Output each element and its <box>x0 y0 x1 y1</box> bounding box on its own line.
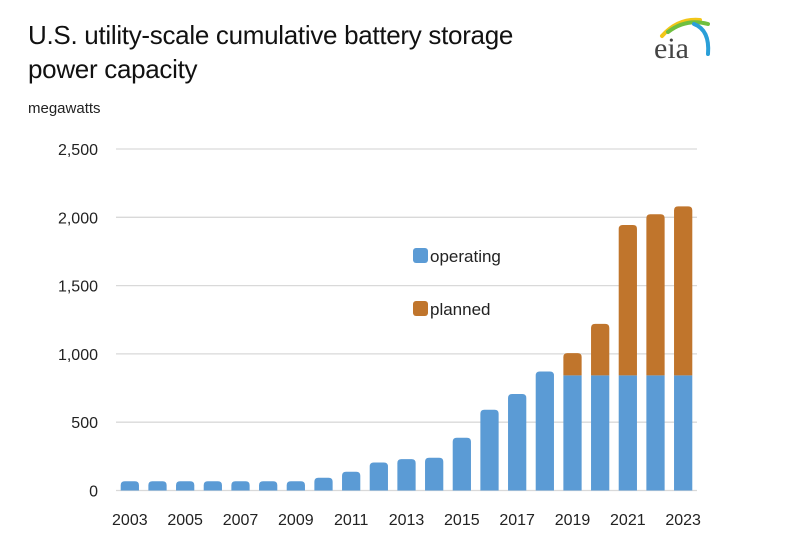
legend-label-operating: operating <box>430 247 501 266</box>
legend-swatch-operating <box>413 248 428 263</box>
bar-planned-2019 <box>563 353 582 376</box>
bar-operating-2010 <box>314 477 333 491</box>
bar-operating-2005 <box>176 481 195 491</box>
x-tick-label: 2021 <box>610 512 646 529</box>
bar-operating-2016 <box>480 409 499 491</box>
y-tick-label: 0 <box>89 484 98 501</box>
bar-planned-2022 <box>646 214 665 376</box>
x-tick-label: 2003 <box>112 512 148 529</box>
chart-title-line-1: U.S. utility-scale cumulative battery st… <box>28 20 514 50</box>
bar-operating-2015 <box>452 437 471 491</box>
x-tick-label: 2011 <box>334 512 369 529</box>
gridlines <box>116 148 697 492</box>
legend-label-planned: planned <box>430 300 491 319</box>
bar-operating-2011 <box>342 471 361 491</box>
chart-title: U.S. utility-scale cumulative battery st… <box>28 18 513 86</box>
bar-operating-2022 <box>646 375 665 491</box>
bar-operating-2018 <box>535 371 554 491</box>
legend: operating planned <box>413 247 501 319</box>
bar-planned-2020 <box>591 323 610 376</box>
x-tick-label: 2007 <box>223 512 259 529</box>
x-tick-label: 2019 <box>555 512 591 529</box>
x-tick-label: 2009 <box>278 512 314 529</box>
y-tick-label: 1,500 <box>58 279 98 296</box>
bar-operating-2017 <box>508 394 527 491</box>
bar-operating-2004 <box>148 481 167 491</box>
y-tick-label: 2,000 <box>58 210 98 227</box>
bars <box>120 206 693 491</box>
x-tick-label: 2017 <box>499 512 535 529</box>
bar-planned-2021 <box>618 224 637 376</box>
x-axis-ticks: 2003 2005 2007 2009 2011 2013 2015 2017 2019 2021… <box>112 512 701 529</box>
x-tick-label: 2005 <box>167 512 203 529</box>
bar-operating-2006 <box>203 481 222 491</box>
bar-operating-2020 <box>591 375 610 491</box>
bar-operating-2012 <box>369 462 388 491</box>
bar-operating-2023 <box>674 375 693 491</box>
bar-operating-2014 <box>425 457 444 491</box>
bar-planned-2023 <box>674 206 693 376</box>
y-axis-units-label: megawatts <box>28 100 101 117</box>
y-axis-ticks: 0 500 1,000 1,500 2,000 2,500 <box>58 142 98 501</box>
x-tick-label: 2015 <box>444 512 480 529</box>
y-tick-label: 1,000 <box>58 347 98 364</box>
bar-operating-2021 <box>618 375 637 491</box>
x-tick-label: 2023 <box>665 512 701 529</box>
y-tick-label: 2,500 <box>58 142 98 159</box>
bar-operating-2003 <box>120 481 139 491</box>
bar-operating-2019 <box>563 375 582 491</box>
eia-logo-icon: eia <box>654 17 711 65</box>
chart-title-line-2: power capacity <box>28 54 198 84</box>
bar-operating-2009 <box>286 481 305 491</box>
bar-operating-2007 <box>231 481 250 491</box>
bar-operating-2008 <box>259 481 278 491</box>
bar-operating-2013 <box>397 459 416 491</box>
y-tick-label: 500 <box>71 415 98 432</box>
legend-swatch-planned <box>413 301 428 316</box>
x-tick-label: 2013 <box>389 512 425 529</box>
eia-logo-text: eia <box>654 32 689 65</box>
